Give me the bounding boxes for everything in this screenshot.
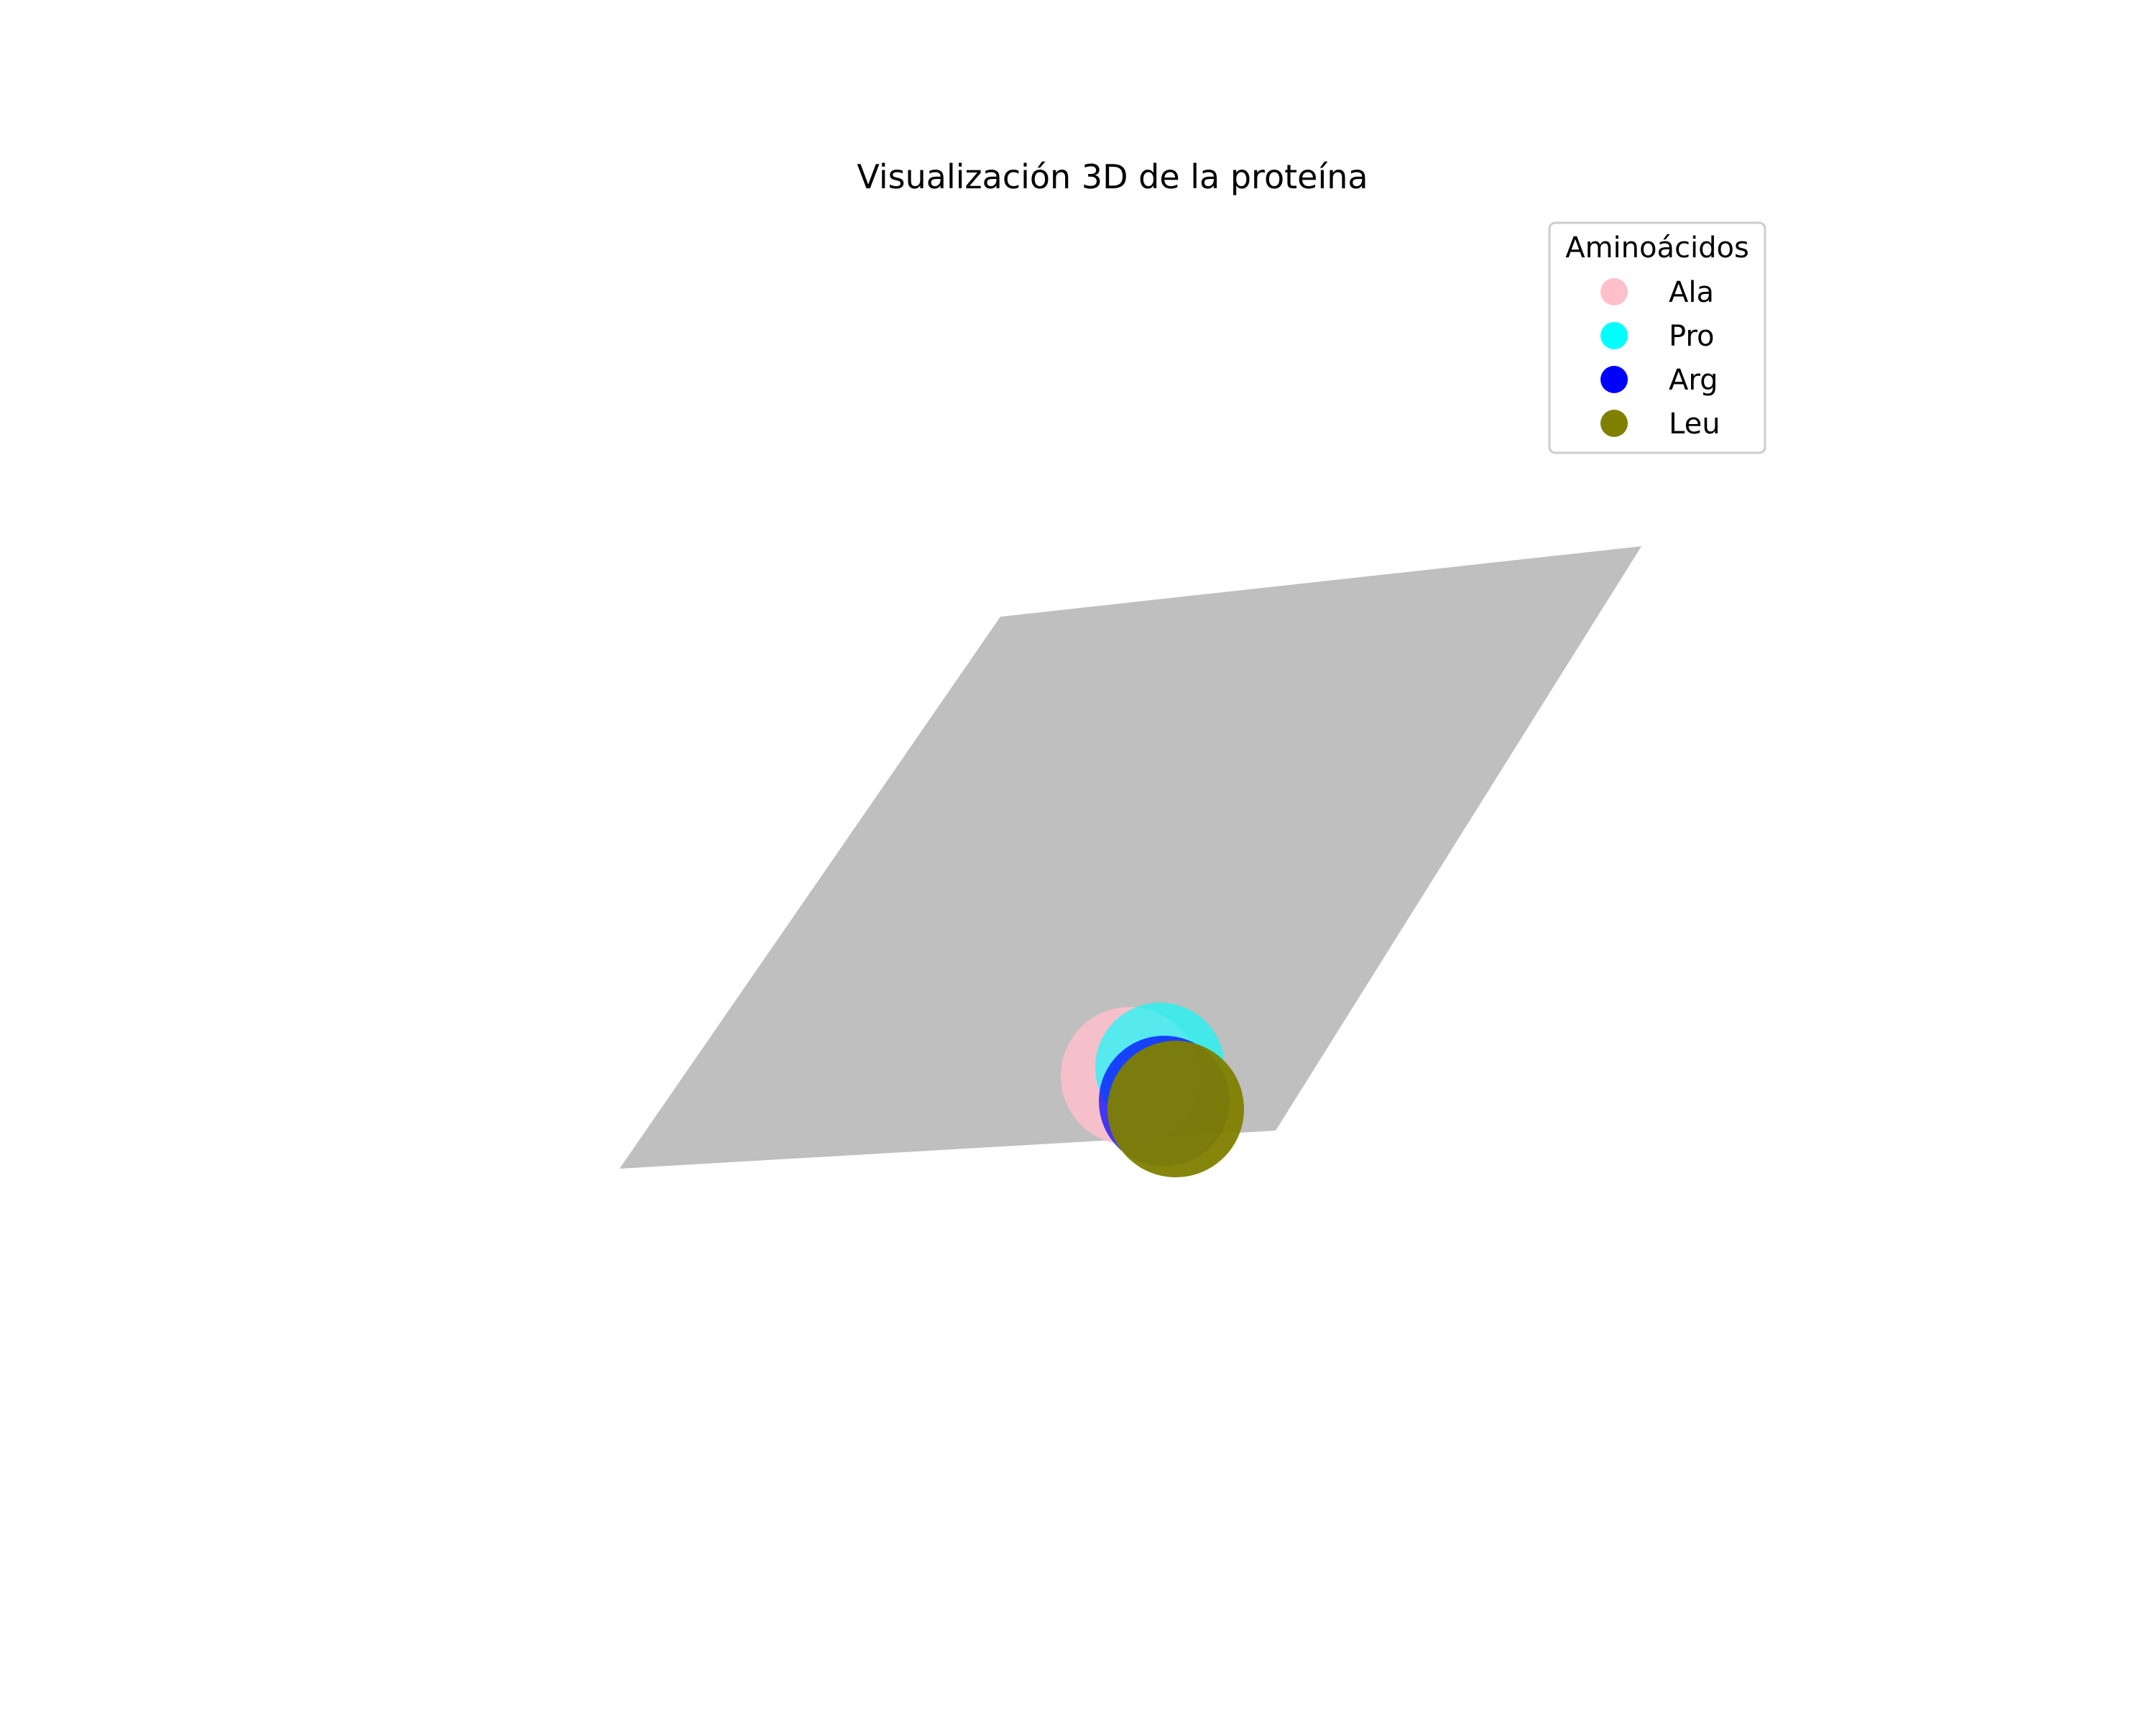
- legend-box: [1548, 221, 1766, 454]
- amino-acid-points: [1061, 1003, 1244, 1177]
- legend-marker-pro: [1600, 322, 1628, 349]
- legend-marker-ala: [1600, 278, 1628, 305]
- plane-surface: [619, 546, 1641, 1169]
- legend-title: Aminoácidos: [1565, 231, 1749, 264]
- legend-label-arg: Arg: [1669, 364, 1718, 397]
- legend: Aminoácidos Ala Pro Arg Leu: [1548, 221, 1766, 454]
- legend-marker-leu: [1600, 410, 1628, 437]
- legend-label-ala: Ala: [1669, 276, 1714, 309]
- legend-entries: Ala Pro Arg Leu: [1600, 276, 1720, 441]
- legend-label-leu: Leu: [1669, 408, 1720, 441]
- point-leu: [1107, 1041, 1244, 1177]
- legend-label-pro: Pro: [1669, 320, 1714, 353]
- legend-marker-arg: [1600, 366, 1628, 393]
- chart-title: Visualización 3D de la proteína: [857, 157, 1368, 196]
